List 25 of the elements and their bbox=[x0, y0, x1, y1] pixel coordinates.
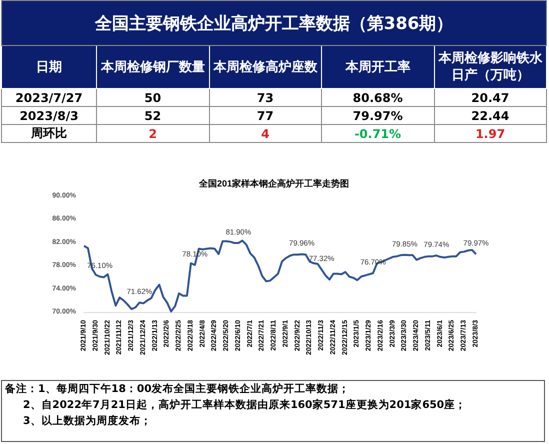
text: 3、以上数据为周度发布； bbox=[22, 414, 152, 429]
category-label: 本周开工率 bbox=[322, 46, 434, 88]
data-label: 2 bbox=[96, 124, 209, 142]
data-label: 20.47 bbox=[434, 88, 546, 106]
data-label: 79.97% bbox=[322, 106, 434, 124]
text: 2、自2022年7月21日起，高炉开工率样本数据由原来160家571座更换为201家650座； bbox=[22, 398, 468, 413]
text: 日期 bbox=[2, 46, 96, 88]
data-label: 73 bbox=[209, 88, 322, 106]
data-label: 50 bbox=[96, 88, 209, 106]
category-label: 本周检修钢厂数量 bbox=[96, 46, 209, 88]
data-label: 22.44 bbox=[434, 106, 546, 124]
text: 备注：1、每周四下午18：00发布全国主要钢铁企业高炉开工率数据； bbox=[5, 382, 351, 397]
category-label: 本周检修高炉座数 bbox=[209, 46, 322, 88]
legend-label: 2023/8/3 bbox=[2, 106, 96, 124]
chart-title: 全国201家样本钢企高炉开工率走势图 bbox=[198, 178, 350, 188]
data-label: 4 bbox=[209, 124, 322, 142]
text: 周环比 bbox=[2, 124, 96, 142]
text: 全国主要钢铁企业高炉开工率数据（第386期） bbox=[2, 0, 546, 46]
legend-label: 2023/7/27 bbox=[2, 88, 96, 106]
data-label: 80.68% bbox=[322, 88, 434, 106]
category-label: 本周检修影响铁水日产（万吨） bbox=[434, 46, 546, 88]
data-label: -0.71% bbox=[322, 124, 434, 142]
data-label: 1.97 bbox=[434, 124, 546, 142]
data-label: 77 bbox=[209, 106, 322, 124]
data-label: 52 bbox=[96, 106, 209, 124]
